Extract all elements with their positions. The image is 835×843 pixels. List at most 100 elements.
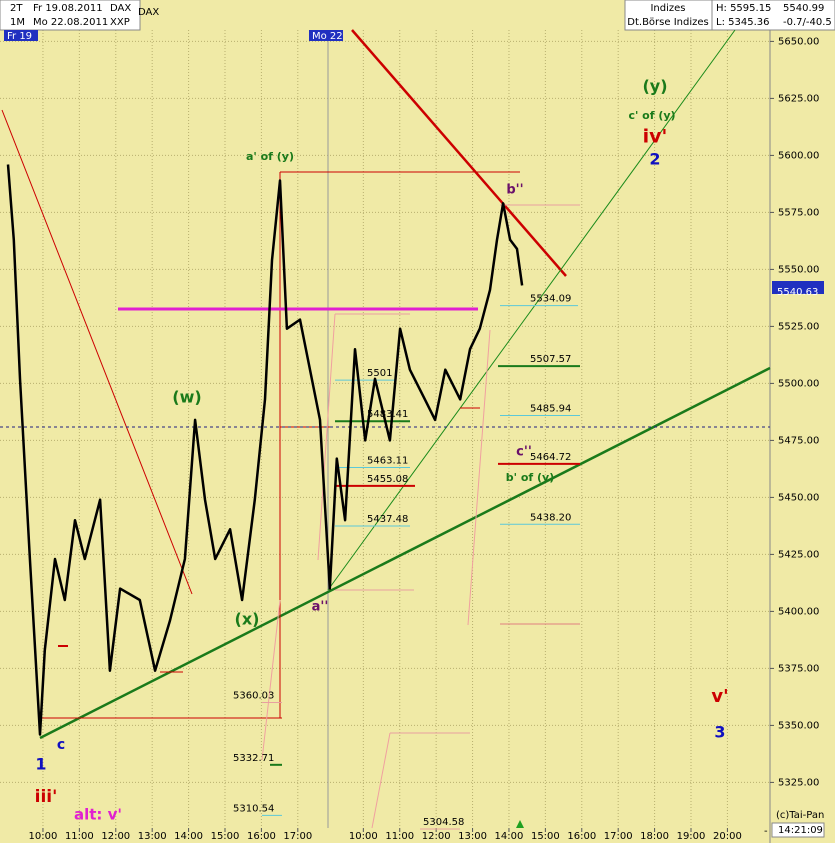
header-text: L: 5345.36: [716, 17, 769, 28]
header-text: Indizes: [650, 3, 685, 14]
construction-line: [371, 732, 391, 829]
level-label: 5438.20: [530, 512, 571, 523]
wave-label: alt: v': [74, 806, 122, 824]
day-marker: [309, 30, 343, 41]
y-tick-label: 5475.00: [778, 435, 819, 446]
x-tick-label: 13:00: [138, 831, 167, 842]
y-tick-label: 5650.00: [778, 36, 819, 47]
y-tick-label: 5325.00: [778, 777, 819, 788]
wave-label: (x): [235, 610, 260, 629]
day-label: Mo 22: [312, 31, 343, 42]
axis-end: -: [764, 826, 768, 837]
y-tick-label: 5450.00: [778, 492, 819, 503]
x-tick-label: 14:00: [174, 831, 203, 842]
level-label: 5455.08: [367, 474, 408, 485]
header-text: DAX: [110, 3, 131, 14]
day-marker: [4, 30, 38, 41]
x-tick-label: 18:00: [640, 831, 669, 842]
construction-line: [317, 313, 336, 561]
y-tick-label: 5550.00: [778, 264, 819, 275]
x-tick-label: 15:00: [211, 831, 240, 842]
price-line: [6, 164, 524, 736]
level-label: 5360.03: [233, 691, 274, 702]
wave-label: b'': [506, 183, 523, 198]
x-tick-label: 11:00: [385, 831, 414, 842]
wave-label: (y): [642, 77, 667, 96]
y-tick-label: 5500.00: [778, 378, 819, 389]
trendline: [39, 366, 771, 740]
y-tick-label: 5400.00: [778, 606, 819, 617]
header-text: -0.7/-40.5: [783, 17, 832, 28]
header-text: XXP: [110, 17, 130, 28]
level-label: 5463.11: [367, 456, 408, 467]
x-tick-label: 12:00: [101, 831, 130, 842]
header-text: 5540.99: [783, 3, 824, 14]
construction-line: [467, 329, 491, 626]
y-tick-label: 5425.00: [778, 549, 819, 560]
clock-box: [771, 822, 825, 838]
x-tick-label: 16:00: [567, 831, 596, 842]
x-tick-label: 11:00: [65, 831, 94, 842]
trendline: [1, 109, 193, 595]
header-box: [624, 0, 835, 31]
wave-label: c: [57, 737, 65, 753]
wave-label: 2: [649, 150, 660, 169]
header-text: H: 5595.15: [716, 3, 771, 14]
header-text: 1M: [10, 17, 25, 28]
y-tick-label: 5575.00: [778, 207, 819, 218]
drawings: [0, 29, 771, 829]
header-text: Dt.Börse Indizes: [627, 17, 708, 28]
level-label: 5501: [367, 368, 392, 379]
header-text: DAX: [138, 7, 159, 18]
wave-label: iv': [643, 126, 668, 148]
y-tick-label: 5600.00: [778, 150, 819, 161]
wave-label: b' of (y): [506, 471, 554, 484]
x-tick-label: 20:00: [713, 831, 742, 842]
header-box: [0, 0, 141, 31]
header-text: Fr 19.08.2011: [33, 3, 103, 14]
copyright: (c)Tai-Pan: [776, 810, 824, 821]
x-tick-label: 15:00: [531, 831, 560, 842]
wave-label: 3: [714, 723, 725, 742]
last-price: 5540.63: [777, 287, 818, 298]
level-label: 5304.58: [423, 817, 464, 828]
y-tick-label: 5625.00: [778, 93, 819, 104]
level-label: 5534.09: [530, 294, 571, 305]
x-tick-label: 19:00: [677, 831, 706, 842]
last-price-box: [772, 281, 824, 294]
header-text: 2T: [10, 3, 23, 14]
wave-label: a' of (y): [246, 150, 294, 163]
wave-label: c'': [516, 445, 532, 460]
x-tick-label: 14:00: [495, 831, 524, 842]
x-tick-label: 10:00: [29, 831, 58, 842]
x-tick-label: 12:00: [422, 831, 451, 842]
header-text: Mo 22.08.2011: [33, 17, 108, 28]
x-tick-label: 13:00: [458, 831, 487, 842]
wave-label: iii': [35, 787, 58, 807]
clock: 14:21:09: [778, 825, 823, 836]
construction-line: [261, 599, 281, 761]
x-tick-label: 17:00: [283, 831, 312, 842]
wave-label: (w): [172, 388, 201, 407]
x-tick-label: 10:00: [349, 831, 378, 842]
level-label: 5507.57: [530, 354, 571, 365]
wave-label: v': [711, 686, 728, 707]
level-label: 5437.48: [367, 514, 408, 525]
x-tick-label: 16:00: [247, 831, 276, 842]
level-label: 5483.41: [367, 409, 408, 420]
level-label: 5310.54: [233, 803, 274, 814]
day-label: Fr 19: [7, 31, 32, 42]
trendline: [327, 29, 736, 591]
level-label: 5485.94: [530, 403, 571, 414]
wave-label: a'': [312, 600, 329, 615]
marker: [516, 820, 524, 828]
trendline: [351, 29, 567, 277]
wave-label: c' of (y): [628, 109, 675, 122]
level-label: 5464.72: [530, 452, 571, 463]
y-tick-label: 5525.00: [778, 321, 819, 332]
y-tick-label: 5350.00: [778, 720, 819, 731]
y-tick-label: 5375.00: [778, 663, 819, 674]
x-tick-label: 17:00: [604, 831, 633, 842]
